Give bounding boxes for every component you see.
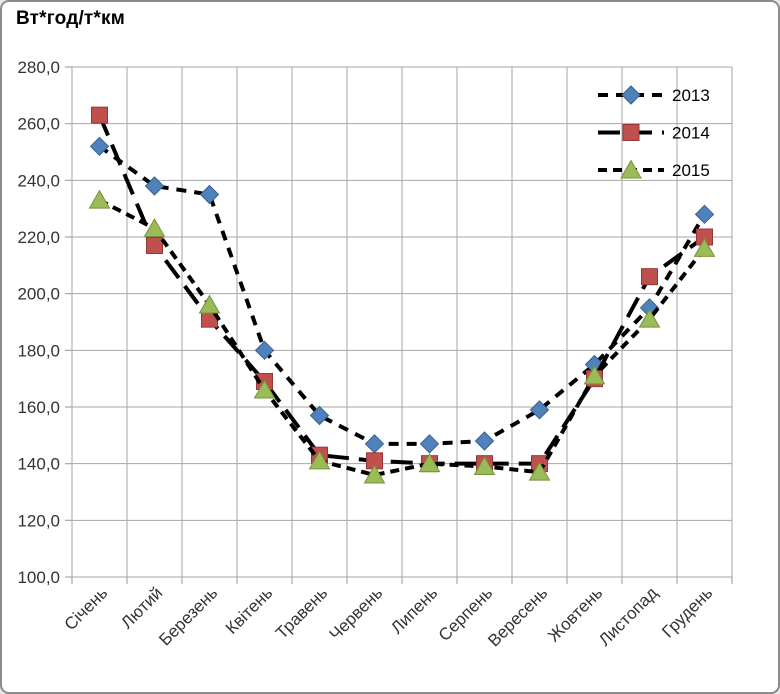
legend-label-2015: 2015 (672, 161, 710, 180)
y-axis-label: 140,0 (17, 455, 60, 474)
series-marker-2013[interactable] (309, 405, 330, 426)
series-marker-2013[interactable] (144, 176, 165, 196)
series-marker-2013[interactable] (694, 204, 715, 225)
x-axis-label: Грудень (658, 583, 716, 641)
y-axis-label: 120,0 (17, 511, 60, 530)
series-marker-2014[interactable] (146, 237, 163, 254)
y-axis-label: 100,0 (17, 568, 60, 587)
y-axis-label: 240,0 (17, 171, 60, 190)
series-marker-2015[interactable] (418, 453, 441, 473)
x-axis-label: Листопад (595, 583, 661, 649)
series-marker-2015[interactable] (363, 464, 386, 484)
x-axis-label: Червень (326, 583, 387, 644)
series-marker-2013[interactable] (254, 340, 275, 361)
series-marker-2013[interactable] (364, 434, 385, 454)
legend-label-2014: 2014 (672, 124, 710, 143)
legend-item-2014[interactable]: 2014 (598, 124, 710, 143)
x-axis-label: Квітень (222, 583, 277, 638)
y-axis-label: 280,0 (17, 58, 60, 77)
series-marker-2013[interactable] (419, 434, 440, 454)
series-marker-2013[interactable] (474, 431, 495, 451)
series-marker-2015[interactable] (198, 294, 221, 314)
legend-marker-2013[interactable] (621, 85, 641, 105)
x-axis-label: Травень (272, 583, 331, 642)
series-marker-2015[interactable] (308, 450, 331, 470)
y-axis-label: 180,0 (17, 341, 60, 360)
legend-item-2015[interactable]: 2015 (598, 161, 710, 180)
y-axis-label: 260,0 (17, 115, 60, 134)
series-marker-2013[interactable] (89, 136, 110, 157)
x-axis-label: Вересень (484, 583, 551, 650)
series-line-2015[interactable] (98, 198, 707, 478)
series-line-2013[interactable] (98, 144, 707, 446)
series-marker-2015[interactable] (253, 379, 276, 399)
series-marker-2014[interactable] (641, 268, 658, 286)
series-marker-2014[interactable] (91, 106, 108, 124)
legend-marker-2015[interactable] (620, 159, 642, 179)
y-axis-label: 160,0 (17, 398, 60, 417)
y-axis-label: 200,0 (17, 285, 60, 304)
x-axis-label: Березень (155, 583, 221, 649)
series-marker-2015[interactable] (88, 189, 111, 209)
series-marker-2015[interactable] (528, 461, 551, 481)
legend-marker-2014[interactable] (622, 124, 640, 141)
y-axis-label: 220,0 (17, 228, 60, 247)
series-marker-2015[interactable] (143, 217, 166, 237)
chart-title: Вт*год/т*км (16, 8, 125, 29)
series-marker-2015[interactable] (473, 455, 496, 475)
legend-item-2013[interactable]: 2013 (598, 86, 710, 105)
x-axis-label: Січень (61, 583, 112, 634)
x-axis-label: Липень (387, 583, 441, 637)
series-marker-2015[interactable] (638, 308, 661, 328)
legend-label-2013: 2013 (672, 86, 710, 105)
x-axis-label: Лютий (117, 583, 166, 632)
series-marker-2013[interactable] (199, 184, 220, 205)
series-marker-2015[interactable] (583, 365, 606, 385)
series-marker-2013[interactable] (529, 400, 550, 420)
series-line-2014[interactable] (97, 114, 706, 466)
series-marker-2015[interactable] (693, 237, 716, 257)
